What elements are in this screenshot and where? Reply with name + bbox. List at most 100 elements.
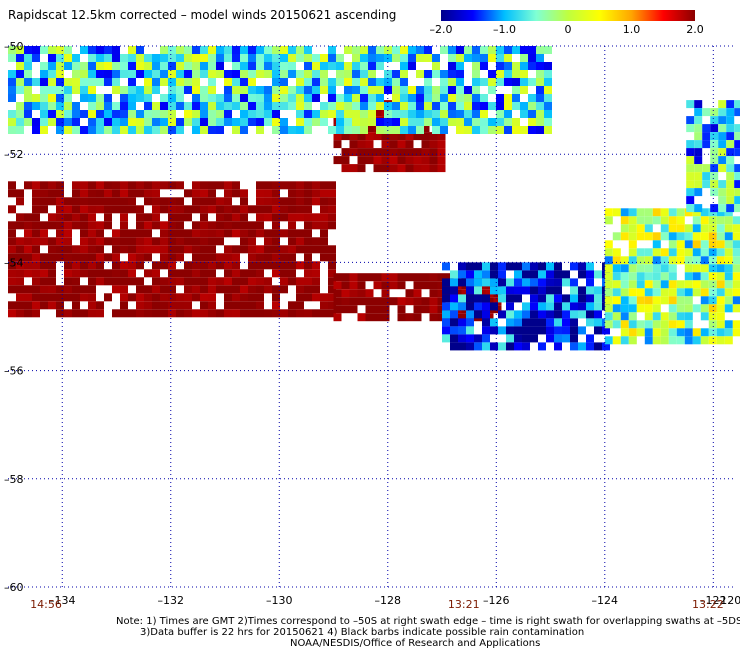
heatmap-cell [240, 213, 248, 222]
heatmap-cell [450, 270, 458, 279]
heatmap-cell [144, 213, 152, 222]
heatmap-cell [333, 281, 342, 290]
heatmap-cell [710, 180, 719, 189]
heatmap-cell [208, 277, 216, 286]
heatmap-cell [240, 237, 248, 246]
heatmap-cell [570, 286, 578, 295]
heatmap-cell [652, 312, 661, 321]
heatmap-cell [152, 277, 160, 286]
heatmap-cell [512, 126, 520, 134]
heatmap-cell [264, 86, 272, 94]
heatmap-cell [256, 285, 264, 294]
heatmap-cell [724, 272, 733, 281]
heatmap-cell [88, 205, 96, 214]
heatmap-cell [612, 312, 621, 321]
heatmap-cell [480, 54, 488, 62]
heatmap-cell [160, 94, 168, 102]
heatmap-cell [482, 310, 490, 319]
heatmap-cell [112, 277, 120, 286]
heatmap-cell [620, 264, 629, 273]
heatmap-cell [240, 86, 248, 94]
heatmap-cell [24, 54, 32, 62]
heatmap-cell [104, 181, 112, 190]
heatmap-cell [112, 269, 120, 278]
heatmap-cell [112, 46, 120, 54]
heatmap-cell [40, 253, 48, 262]
heatmap-cell [312, 277, 320, 286]
heatmap-cell [264, 205, 272, 214]
heatmap-cell [32, 94, 40, 102]
heatmap-cell [56, 309, 64, 318]
heatmap-cell [554, 326, 562, 335]
heatmap-cell [40, 46, 48, 54]
heatmap-cell [136, 86, 144, 94]
heatmap-cell [32, 189, 40, 198]
heatmap-cell [216, 110, 224, 118]
heatmap-cell [120, 181, 128, 190]
heatmap-cell [716, 272, 725, 281]
heatmap-cell [328, 46, 336, 54]
heatmap-cell [256, 62, 264, 70]
heatmap-cell [636, 232, 645, 241]
heatmap-cell [480, 94, 488, 102]
heatmap-cell [392, 94, 400, 102]
heatmap-cell [389, 132, 398, 141]
heatmap-cell [554, 302, 562, 311]
heatmap-cell [136, 285, 144, 294]
heatmap-cell [256, 54, 264, 62]
heatmap-cell [344, 70, 352, 78]
heatmap-cell [376, 62, 384, 70]
heatmap-cell [512, 78, 520, 86]
heatmap-cell [694, 204, 703, 213]
heatmap-cell [628, 328, 637, 337]
heatmap-cell [522, 318, 530, 327]
heatmap-cell [8, 285, 16, 294]
heatmap-cell [192, 94, 200, 102]
heatmap-cell [304, 54, 312, 62]
heatmap-cell [448, 78, 456, 86]
heatmap-cell [381, 140, 390, 149]
y-tick-label: –50 [4, 40, 24, 53]
heatmap-cell [248, 269, 256, 278]
heatmap-cell [400, 102, 408, 110]
heatmap-cell [734, 204, 740, 213]
heatmap-cell [724, 208, 733, 217]
heatmap-cell [450, 318, 458, 327]
heatmap-cell [288, 261, 296, 270]
heatmap-cell [328, 78, 336, 86]
heatmap-cell [528, 126, 536, 134]
heatmap-cell [184, 102, 192, 110]
heatmap-cell [684, 264, 693, 273]
heatmap-cell [64, 277, 72, 286]
heatmap-cell [448, 86, 456, 94]
heatmap-cell [734, 180, 740, 189]
heatmap-cell [168, 46, 176, 54]
heatmap-cell [128, 261, 136, 270]
heatmap-cell [248, 309, 256, 318]
heatmap-cell [320, 197, 328, 206]
heatmap-cell [530, 286, 538, 295]
heatmap-cell [474, 270, 482, 279]
heatmap-cell [40, 205, 48, 214]
heatmap-cell [652, 296, 661, 305]
heatmap-cell [604, 216, 613, 225]
heatmap-cell [352, 54, 360, 62]
heatmap-cell [437, 164, 446, 173]
heatmap-cell [652, 272, 661, 281]
heatmap-cell [376, 118, 384, 126]
heatmap-cell [520, 102, 528, 110]
heatmap-cell [120, 189, 128, 198]
heatmap-cell [413, 305, 422, 314]
heatmap-cell [312, 54, 320, 62]
heatmap-cell [726, 156, 735, 165]
heatmap-cell [200, 181, 208, 190]
heatmap-cell [432, 70, 440, 78]
heatmap-cell [734, 188, 740, 197]
heatmap-cell [320, 205, 328, 214]
heatmap-cell [604, 304, 613, 313]
heatmap-cell [716, 280, 725, 289]
heatmap-cell [72, 205, 80, 214]
x-tick-label: –130 [266, 594, 293, 607]
heatmap-cell [296, 78, 304, 86]
heatmap-cell [710, 172, 719, 181]
